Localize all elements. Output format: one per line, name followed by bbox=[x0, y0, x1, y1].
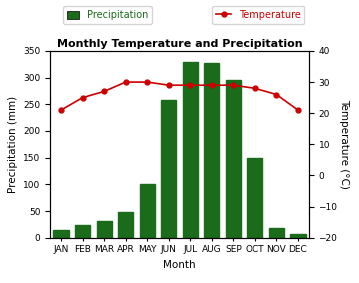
Bar bbox=[140, 184, 155, 238]
Y-axis label: Temperature (°C): Temperature (°C) bbox=[339, 99, 349, 189]
Bar bbox=[118, 212, 133, 238]
Y-axis label: Precipitation (mm): Precipitation (mm) bbox=[8, 96, 18, 193]
Bar bbox=[247, 158, 262, 238]
Bar bbox=[204, 63, 219, 238]
Bar bbox=[226, 80, 241, 238]
X-axis label: Month: Month bbox=[163, 260, 196, 270]
Bar bbox=[290, 234, 306, 238]
Bar bbox=[161, 100, 176, 238]
Title: Monthly Temperature and Precipitation: Monthly Temperature and Precipitation bbox=[57, 39, 302, 49]
Bar bbox=[53, 230, 69, 238]
Bar bbox=[183, 62, 198, 238]
Bar bbox=[75, 226, 90, 238]
Legend: Precipitation: Precipitation bbox=[64, 6, 152, 24]
Legend: Temperature: Temperature bbox=[213, 6, 304, 24]
Bar bbox=[269, 228, 284, 238]
Bar bbox=[97, 221, 112, 238]
